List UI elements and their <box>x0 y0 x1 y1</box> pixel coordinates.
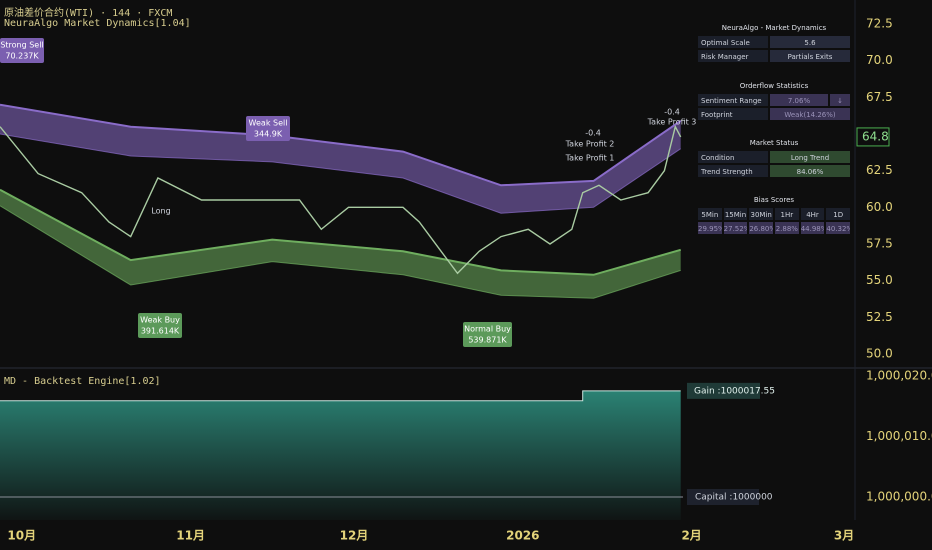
table-cell: 26.80% <box>748 221 775 235</box>
indicator-header: NeuraAlgo Market Dynamics[1.04] <box>4 18 191 29</box>
table-row: Footprint Weak(14.26%) <box>697 107 851 121</box>
callout-volume: 344.9K <box>254 130 283 139</box>
table-title: Market Status <box>749 139 799 147</box>
table-cell: 1D <box>825 207 852 221</box>
table-row: 29.95% 27.52% 26.80% 2.88% 44.98% 40.32% <box>697 221 852 235</box>
x-tick-label: 2026 <box>506 529 539 543</box>
table-cell: 30Min <box>748 207 775 221</box>
equity-area-fill <box>0 390 681 520</box>
callout-box <box>0 38 44 63</box>
callout-label: Weak Buy <box>140 316 180 325</box>
y-tick-label: 50.0 <box>866 346 893 360</box>
info-table: NeuraAlgo - Market Dynamics Optimal Scale… <box>697 22 851 63</box>
backtest-title: MD - Backtest Engine[1.02] <box>4 376 161 387</box>
table-row: Condition Long Trend <box>697 150 851 164</box>
table-cell: 2.88% <box>774 221 800 235</box>
table-cell: Risk Manager <box>697 49 769 63</box>
callout-label: Normal Buy <box>464 325 511 334</box>
annotation: Long <box>151 207 170 216</box>
table-cell: Weak(14.26%) <box>769 107 851 121</box>
band-lower <box>0 133 681 214</box>
table-cell: 27.52% <box>722 221 749 235</box>
callout-volume: 539.871K <box>468 336 507 345</box>
annotation: Take Profit 3 <box>647 118 697 127</box>
band-upper <box>0 188 681 276</box>
table-cell: 15Min <box>722 207 749 221</box>
table-cell: Condition <box>697 150 769 164</box>
callout-volume: 391.614K <box>141 327 180 336</box>
last-price-box <box>856 127 890 147</box>
table-title: Bias Scores <box>753 196 795 204</box>
capital-box <box>687 489 759 506</box>
table-cell: 5Min <box>697 207 723 221</box>
table-row: Trend Strength 84.06% <box>697 164 851 178</box>
table-title: Orderflow Statistics <box>739 82 809 90</box>
info-table: Bias Scores 5Min 15Min 30Min 1Hr 4Hr 1D 29.95% 2… <box>697 194 852 235</box>
callout-box <box>463 322 512 347</box>
y-tick-label: 62.5 <box>866 163 893 177</box>
info-table: Orderflow Statistics Sentiment Range 7.06%… <box>697 80 851 121</box>
y-tick-label: 57.5 <box>866 236 893 250</box>
band-upper <box>0 103 682 187</box>
callout-box <box>138 313 182 338</box>
table-cell: 1Hr <box>774 207 800 221</box>
table-row: Risk Manager Partials Exits <box>697 49 851 63</box>
table-cell: Footprint <box>697 107 769 121</box>
table-cell: Trend Strength <box>697 164 769 178</box>
gain-box <box>687 382 760 399</box>
y-tick-label: 1,000,020.0 <box>866 369 932 383</box>
band-fill <box>0 104 681 214</box>
price-line <box>0 124 682 275</box>
y-tick-label: 70.0 <box>866 53 893 67</box>
last-price-label: 64.8 <box>862 129 889 143</box>
y-tick-label: 1,000,000.0 <box>866 490 932 504</box>
callout-label: Weak Sell <box>249 119 288 128</box>
table-cell: 5.6 <box>769 35 851 49</box>
annotation: -0.4 <box>664 108 680 117</box>
table-cell: 4Hr <box>799 207 826 221</box>
table-cell: 7.06% <box>769 93 829 107</box>
y-tick-label: 1,000,010.0 <box>866 429 932 443</box>
capital-label: Capital :1000000 <box>695 493 773 503</box>
info-table: Market Status Condition Long Trend Trend St… <box>697 137 851 178</box>
callout-box <box>246 116 290 141</box>
annotation: -0.4 <box>585 129 601 138</box>
table-cell: Sentiment Range <box>697 93 769 107</box>
x-tick-label: 12月 <box>340 529 369 543</box>
x-tick-label: 3月 <box>834 529 854 543</box>
table-cell: Long Trend <box>769 150 851 164</box>
table-title: NeuraAlgo - Market Dynamics <box>721 24 827 32</box>
table-cell: 84.06% <box>769 164 851 178</box>
equity-line <box>0 390 681 402</box>
x-tick-label: 2月 <box>681 529 701 543</box>
annotation: Take Profit 1 <box>565 154 615 163</box>
callout-label: Strong Sell <box>0 41 43 50</box>
annotation: Take Profit 2 <box>565 140 615 149</box>
band-lower <box>0 205 681 299</box>
y-tick-label: 60.0 <box>866 200 893 214</box>
y-tick-label: 72.5 <box>866 17 893 31</box>
y-tick-label: 52.5 <box>866 310 893 324</box>
gain-label: Gain :1000017.55 <box>694 386 775 396</box>
symbol-header: 原油差价合约(WTI) · 144 · FXCM <box>4 8 173 19</box>
table-cell: 29.95% <box>697 221 723 235</box>
y-tick-label: 67.5 <box>866 90 893 104</box>
callout-volume: 70.237K <box>5 52 39 61</box>
table-cell: ↓ <box>829 93 851 107</box>
y-tick-label: 55.0 <box>866 273 893 287</box>
table-row: Sentiment Range 7.06% ↓ <box>697 93 851 107</box>
table-cell: Partials Exits <box>769 49 851 63</box>
table-cell: Optimal Scale <box>697 35 769 49</box>
table-row: 5Min 15Min 30Min 1Hr 4Hr 1D <box>697 207 852 221</box>
table-cell: 44.98% <box>799 221 826 235</box>
table-cell: 40.32% <box>825 221 852 235</box>
x-tick-label: 10月 <box>7 529 36 543</box>
x-tick-label: 11月 <box>176 529 205 543</box>
table-row: Optimal Scale 5.6 <box>697 35 851 49</box>
